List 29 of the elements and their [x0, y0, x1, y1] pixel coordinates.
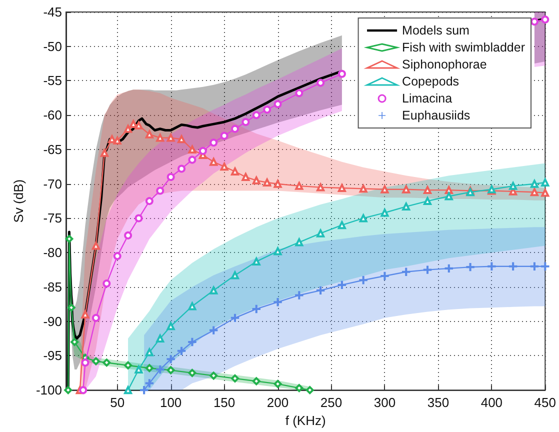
x-tick-label: 300	[374, 395, 396, 410]
y-tick-label: -95	[43, 348, 62, 364]
y-tick-label: -70	[43, 176, 62, 192]
y-tick-label: -80	[43, 245, 62, 260]
legend-label: Fish with swimbladder	[402, 40, 526, 54]
x-tick-label: 50	[110, 395, 125, 410]
x-tick-label: 350	[427, 395, 450, 410]
y-axis-title: Sv (dB)	[11, 179, 26, 223]
legend-label: Euphausiids	[402, 108, 470, 122]
y-tick-label: -90	[43, 314, 62, 329]
legend-label: Siphonophorae	[402, 58, 487, 72]
legend-label: Copepods	[402, 74, 460, 88]
y-tick-label: -75	[43, 210, 62, 226]
legend-label: Models sum	[402, 24, 470, 38]
y-tick-label: -50	[43, 38, 62, 54]
y-tick-label: -55	[43, 73, 62, 88]
y-tick-label: -60	[43, 108, 62, 123]
x-tick-label: 200	[266, 395, 289, 410]
x-tick-label: 250	[320, 395, 342, 410]
y-tick-label: -85	[43, 279, 62, 294]
x-axis-title: f (KHz)	[285, 413, 326, 428]
y-tick-label: -45	[43, 4, 62, 20]
y-tick-label: -100	[36, 382, 62, 398]
x-tick-label: 150	[213, 395, 236, 410]
x-tick-label: 100	[160, 395, 182, 410]
y-tick-label: -65	[43, 142, 62, 157]
x-tick-label: 450	[534, 395, 556, 410]
x-tick-label: 400	[480, 395, 503, 410]
legend-label: Limacina	[402, 92, 452, 106]
